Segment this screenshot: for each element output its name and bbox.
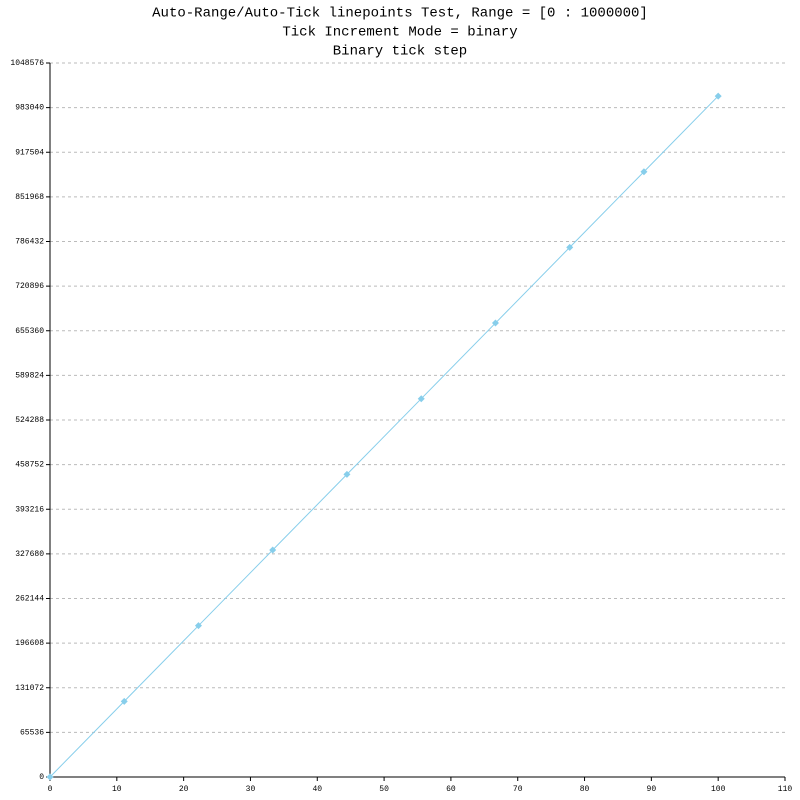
y-tick-label: 393216	[15, 505, 44, 514]
point	[417, 395, 425, 403]
y-tick-label: 1048576	[10, 59, 44, 68]
y-tick-label: 524288	[15, 416, 44, 425]
y-tick-label: 720896	[15, 282, 44, 291]
chart-title: Auto-Range/Auto-Tick linepoints Test, Ra…	[152, 6, 648, 22]
point	[343, 470, 351, 478]
chart-title: Binary tick step	[333, 44, 467, 60]
y-tick-label: 196608	[15, 639, 44, 648]
point	[46, 773, 54, 781]
x-tick-label: 30	[246, 785, 256, 794]
x-tick-label: 100	[711, 785, 726, 794]
point	[120, 697, 128, 705]
chart-title: Tick Increment Mode = binary	[282, 25, 517, 41]
y-tick-label: 917504	[15, 148, 44, 157]
y-tick-label: 655360	[15, 327, 44, 336]
y-tick-label: 458752	[15, 461, 44, 470]
point	[194, 622, 202, 630]
y-tick-label: 851968	[15, 193, 44, 202]
y-tick-label: 262144	[15, 595, 44, 604]
y-tick-label: 983040	[15, 104, 44, 113]
x-tick-label: 50	[379, 785, 389, 794]
x-tick-label: 110	[778, 785, 793, 794]
x-tick-label: 90	[647, 785, 657, 794]
y-tick-label: 589824	[15, 371, 44, 380]
point	[566, 243, 574, 251]
x-tick-label: 70	[513, 785, 523, 794]
x-tick-label: 20	[179, 785, 189, 794]
x-tick-label: 0	[48, 785, 53, 794]
point	[640, 168, 648, 176]
y-tick-label: 131072	[15, 684, 44, 693]
y-tick-label: 786432	[15, 238, 44, 247]
x-tick-label: 40	[312, 785, 322, 794]
y-tick-label: 327680	[15, 550, 44, 559]
x-tick-label: 10	[112, 785, 122, 794]
y-tick-label: 65536	[20, 728, 44, 737]
series-line	[49, 95, 719, 778]
point	[269, 546, 277, 554]
x-tick-label: 60	[446, 785, 456, 794]
y-tick-label: 0	[39, 773, 44, 782]
point	[714, 92, 722, 100]
x-tick-label: 80	[580, 785, 590, 794]
point	[491, 319, 499, 327]
